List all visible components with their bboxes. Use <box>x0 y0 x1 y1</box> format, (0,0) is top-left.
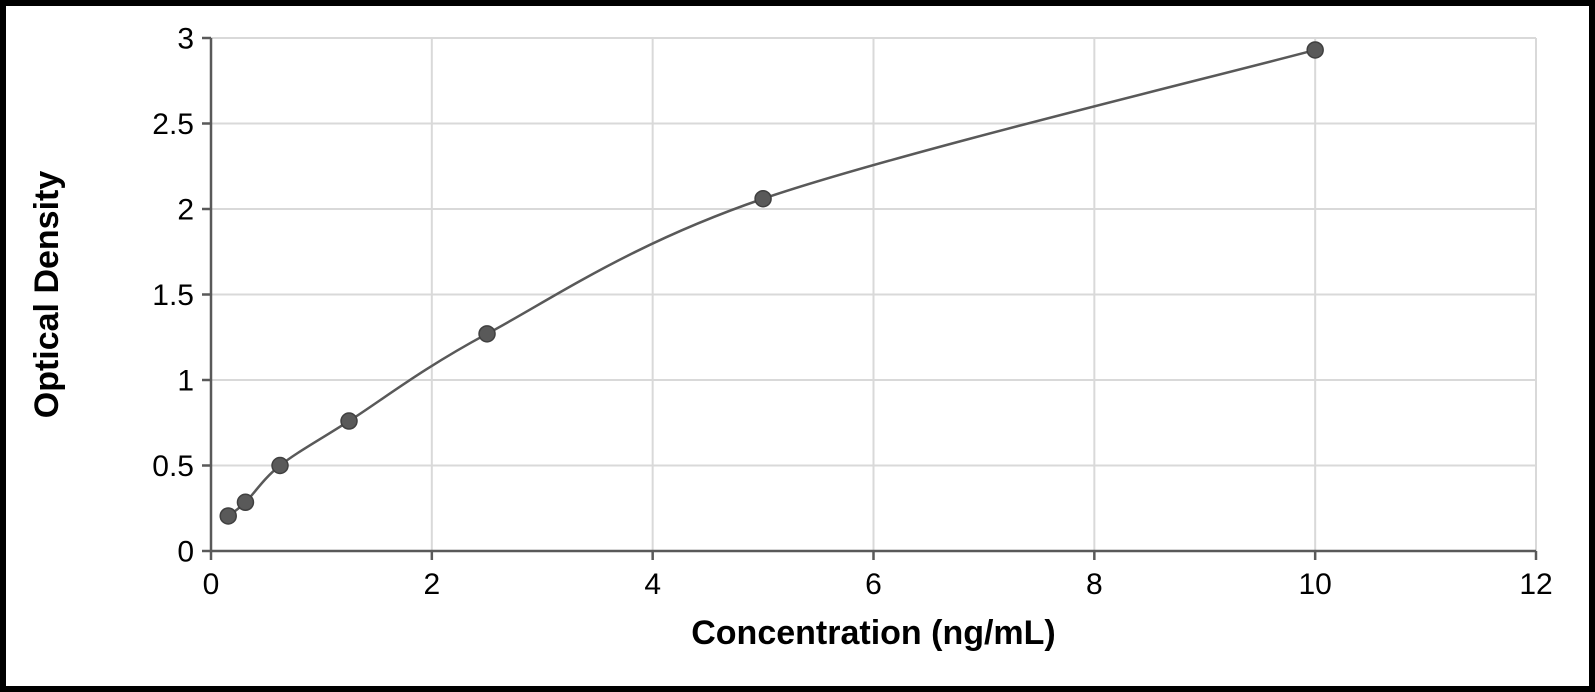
y-tick-label: 2 <box>177 194 194 227</box>
x-tick-label: 8 <box>1086 568 1103 601</box>
data-point <box>341 413 357 429</box>
chart-frame: 0 2 4 6 8 10 12 0 0.5 1 1.5 2 2.5 3 Concentration (ng/… <box>0 0 1595 692</box>
x-tick-label: 10 <box>1298 568 1331 601</box>
y-tick-label: 2.5 <box>152 108 194 141</box>
chart-svg: 0 2 4 6 8 10 12 0 0.5 1 1.5 2 2.5 3 Concentration (ng/… <box>6 6 1589 686</box>
data-point <box>272 458 288 474</box>
x-tick-label: 2 <box>423 568 440 601</box>
x-tick-label: 4 <box>644 568 661 601</box>
data-point <box>479 326 495 342</box>
y-tick-label: 3 <box>177 23 194 56</box>
y-tick-label: 0 <box>177 536 194 569</box>
data-point <box>220 508 236 524</box>
x-tick-label: 6 <box>865 568 882 601</box>
y-tick-label: 0.5 <box>152 450 194 483</box>
y-axis-label: Optical Density <box>28 171 66 419</box>
y-tick-label: 1.5 <box>152 279 194 312</box>
data-point <box>237 494 253 510</box>
x-tick-label: 12 <box>1519 568 1552 601</box>
data-point <box>755 191 771 207</box>
x-tick-label: 0 <box>203 568 220 601</box>
x-axis-label: Concentration (ng/mL) <box>691 614 1056 652</box>
y-tick-label: 1 <box>177 365 194 398</box>
data-point <box>1307 42 1323 58</box>
